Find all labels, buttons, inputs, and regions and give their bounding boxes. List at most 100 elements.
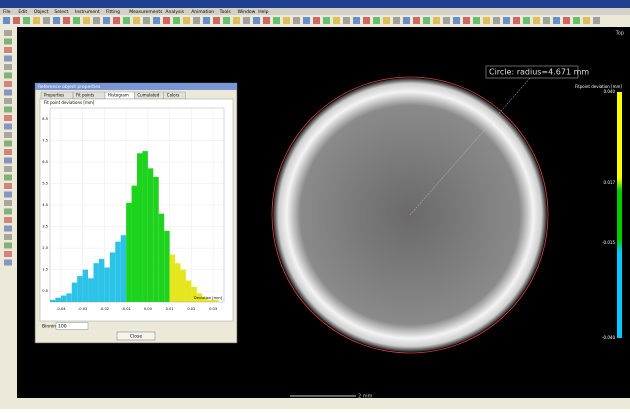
tool-icon[interactable] — [463, 17, 470, 24]
tool-icon[interactable] — [583, 17, 590, 24]
menu-item[interactable]: Edit — [18, 9, 27, 15]
tool-icon[interactable] — [373, 17, 380, 24]
tool-icon[interactable] — [103, 17, 110, 24]
tool-icon[interactable] — [273, 17, 280, 24]
tool-icon[interactable] — [4, 149, 12, 155]
tool-icon[interactable] — [4, 56, 12, 62]
tool-icon[interactable] — [4, 243, 12, 249]
tool-icon[interactable] — [483, 17, 490, 24]
tool-icon[interactable] — [563, 17, 570, 24]
close-label[interactable]: Close — [130, 334, 142, 340]
tool-icon[interactable] — [433, 17, 440, 24]
annotation[interactable]: Circle: radius=4.671 mm — [489, 68, 589, 77]
tool-icon[interactable] — [313, 17, 320, 24]
tool-icon[interactable] — [73, 17, 80, 24]
tool-icon[interactable] — [4, 132, 12, 138]
tool-icon[interactable] — [13, 17, 20, 24]
tool-icon[interactable] — [4, 260, 12, 266]
tool-icon[interactable] — [4, 81, 12, 87]
menu-item[interactable]: Window — [238, 9, 256, 15]
tool-icon[interactable] — [23, 17, 30, 24]
menu-item[interactable]: Select — [54, 9, 68, 15]
tool-icon[interactable] — [4, 183, 12, 189]
tool-icon[interactable] — [4, 217, 12, 223]
tool-icon[interactable] — [4, 30, 12, 36]
tool-icon[interactable] — [403, 17, 410, 24]
menu-item[interactable]: Analysis — [165, 9, 184, 15]
tool-icon[interactable] — [283, 17, 290, 24]
tool-icon[interactable] — [593, 17, 600, 24]
tool-icon[interactable] — [423, 17, 430, 24]
tool-icon[interactable] — [163, 17, 170, 24]
tool-icon[interactable] — [113, 17, 120, 24]
tool-icon[interactable] — [223, 17, 230, 24]
tool-icon[interactable] — [53, 17, 60, 24]
tool-icon[interactable] — [353, 17, 360, 24]
menu-item[interactable]: Measurements — [129, 9, 163, 15]
tool-icon[interactable] — [4, 234, 12, 240]
tool-icon[interactable] — [573, 17, 580, 24]
menu-item[interactable]: Instrument — [75, 9, 100, 15]
tool-icon[interactable] — [33, 17, 40, 24]
binning-value[interactable]: 100 — [58, 324, 67, 330]
tab-label[interactable]: Properties — [44, 93, 64, 98]
tab-label[interactable]: Cumulated — [137, 93, 159, 98]
tool-icon[interactable] — [4, 192, 12, 198]
tool-icon[interactable] — [3, 17, 10, 24]
tool-icon[interactable] — [4, 226, 12, 232]
menu-item[interactable]: Help — [258, 9, 268, 15]
tool-icon[interactable] — [203, 17, 210, 24]
tool-icon[interactable] — [4, 209, 12, 215]
tool-icon[interactable] — [473, 17, 480, 24]
tool-icon[interactable] — [153, 17, 160, 24]
tool-icon[interactable] — [303, 17, 310, 24]
tab-label[interactable]: Fit points — [76, 93, 94, 98]
tool-icon[interactable] — [523, 17, 530, 24]
tool-icon[interactable] — [233, 17, 240, 24]
tool-icon[interactable] — [443, 17, 450, 24]
tool-icon[interactable] — [63, 17, 70, 24]
tool-icon[interactable] — [4, 39, 12, 45]
tool-icon[interactable] — [4, 73, 12, 79]
tool-icon[interactable] — [363, 17, 370, 24]
tool-icon[interactable] — [333, 17, 340, 24]
tool-icon[interactable] — [143, 17, 150, 24]
tool-icon[interactable] — [93, 17, 100, 24]
tool-icon[interactable] — [123, 17, 130, 24]
menu-item[interactable]: Object — [34, 9, 49, 15]
menu-item[interactable]: Fitting — [106, 9, 120, 15]
tool-icon[interactable] — [253, 17, 260, 24]
tool-icon[interactable] — [413, 17, 420, 24]
tool-icon[interactable] — [543, 17, 550, 24]
tool-icon[interactable] — [173, 17, 180, 24]
menu-item[interactable]: File — [3, 9, 11, 15]
tool-icon[interactable] — [513, 17, 520, 24]
tool-icon[interactable] — [553, 17, 560, 24]
tool-icon[interactable] — [133, 17, 140, 24]
tool-icon[interactable] — [43, 17, 50, 24]
tab-label[interactable]: Histogram — [108, 93, 129, 98]
tool-icon[interactable] — [4, 141, 12, 147]
tool-icon[interactable] — [4, 107, 12, 113]
tool-icon[interactable] — [323, 17, 330, 24]
tool-icon[interactable] — [263, 17, 270, 24]
tool-icon[interactable] — [183, 17, 190, 24]
tool-icon[interactable] — [4, 158, 12, 164]
tool-icon[interactable] — [193, 17, 200, 24]
menu-item[interactable]: Tools — [219, 9, 232, 15]
tool-icon[interactable] — [533, 17, 540, 24]
tool-icon[interactable] — [4, 98, 12, 104]
tool-icon[interactable] — [393, 17, 400, 24]
tool-icon[interactable] — [293, 17, 300, 24]
tool-icon[interactable] — [4, 47, 12, 53]
tool-icon[interactable] — [4, 115, 12, 121]
tool-icon[interactable] — [4, 124, 12, 130]
tool-icon[interactable] — [343, 17, 350, 24]
tool-icon[interactable] — [4, 200, 12, 206]
tool-icon[interactable] — [503, 17, 510, 24]
tab-label[interactable]: Colors — [167, 93, 180, 98]
tool-icon[interactable] — [4, 251, 12, 257]
tool-icon[interactable] — [383, 17, 390, 24]
tool-icon[interactable] — [213, 17, 220, 24]
tool-icon[interactable] — [4, 90, 12, 96]
